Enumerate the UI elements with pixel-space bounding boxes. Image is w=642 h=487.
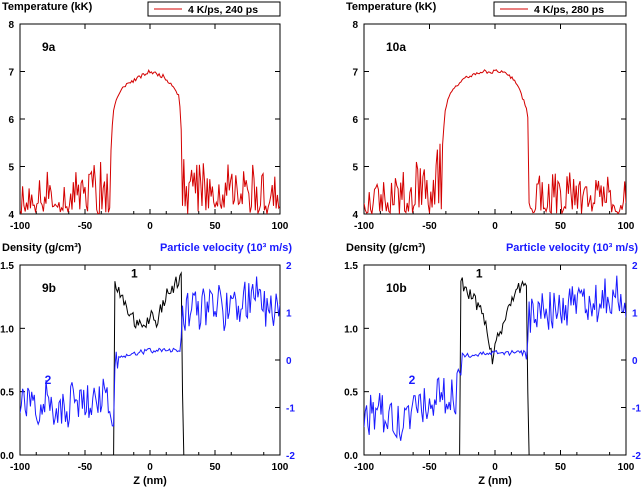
y2-tick-label: 0 [286,356,292,367]
x-tick-label: 0 [492,221,498,232]
x-tick-label: 50 [209,462,221,473]
panel-label: 9b [42,281,56,295]
chart-panel-10a: Temperature (kK) -100 -50 0 50 100 4 5 6 7 8 10a 4 K… [346,1,635,232]
legend-label: 4 K/ps, 240 ps [188,4,258,16]
y2-tick-label: 1 [632,309,638,320]
x-tick-label: 50 [555,462,567,473]
plot-frame [19,23,281,215]
y-tick-label: 1.0 [0,324,14,335]
y-axis-label: Density (g/cm³) [346,242,426,254]
panel-label: 9a [42,40,56,54]
x-axis-label: Z (nm) [133,475,167,487]
legend-box [147,1,281,17]
y2-tick-label: 1 [286,309,292,320]
y-tick-label: 7 [352,68,358,79]
y-tick-label: 0.5 [0,388,14,399]
y-tick-label: 5 [352,163,358,174]
y-axis-label: Temperature (kK) [346,1,437,13]
y-tick-label: 8 [8,20,14,31]
legend-box [493,1,627,17]
x-tick-label: 50 [209,221,221,232]
x-tick-label: 0 [492,462,498,473]
y2-axis-label: Particle velocity (10³ m/s) [160,242,292,254]
y2-tick-label: -1 [632,404,641,415]
y-tick-label: 0.5 [344,388,358,399]
x-axis-label: Z (nm) [478,475,512,487]
series-label-2: 2 [409,373,416,387]
y2-axis-label: Particle velocity (10³ m/s) [506,242,638,254]
y-tick-label: 7 [8,68,14,79]
series-label-1: 1 [131,267,138,281]
y-tick-label: 8 [352,20,358,31]
y-tick-label: 1.5 [344,261,358,272]
x-tick-label: 100 [618,221,635,232]
x-tick-label: 0 [147,462,153,473]
series-line-2 [20,276,280,428]
y-tick-label: 4 [8,210,14,221]
series-label-2: 2 [45,373,52,387]
x-tick-label: -100 [354,221,374,232]
chart-panel-9b: Density (g/cm³) Particle velocity (10³ m/… [0,242,295,487]
y2-tick-label: 2 [632,261,638,272]
x-tick-label: -50 [422,462,437,473]
chart-panel-9a: Temperature (kK) -100 -50 0 50 100 4 5 6 7 8 9a 4 K/… [2,1,289,232]
x-tick-label: -50 [78,221,93,232]
series-line-4 K/ps, 280 ps [364,69,626,214]
series-line-1 [20,271,280,455]
chart-panel-10b: Density (g/cm³) Particle velocity (10³ m/… [344,242,641,487]
y-tick-label: 6 [8,115,14,126]
legend-label: 4 K/ps, 280 ps [534,4,604,16]
x-tick-label: 50 [555,221,567,232]
y2-tick-label: -2 [286,451,295,462]
x-tick-label: -50 [78,462,93,473]
x-tick-label: 100 [272,462,289,473]
y-axis-label: Density (g/cm³) [2,242,82,254]
y-tick-label: 0.0 [0,451,14,462]
series-line-4 K/ps, 240 ps [20,69,280,214]
x-tick-label: 0 [147,221,153,232]
x-tick-label: -100 [354,462,374,473]
y2-tick-label: -2 [632,451,641,462]
y-axis-label: Temperature (kK) [2,1,93,13]
y-tick-label: 0.0 [344,451,358,462]
y-tick-label: 1.0 [344,324,358,335]
y-tick-label: 5 [8,163,14,174]
series-line-2 [364,275,626,441]
series-line-1 [364,277,626,455]
y-tick-label: 1.5 [0,261,14,272]
series-label-1: 1 [476,267,483,281]
y2-tick-label: -1 [286,404,295,415]
x-tick-label: 100 [272,221,289,232]
x-tick-label: 100 [618,462,635,473]
y2-tick-label: 2 [286,261,292,272]
y-tick-label: 4 [352,210,358,221]
panel-label: 10b [386,281,407,295]
y-tick-label: 6 [352,115,358,126]
x-tick-label: -100 [10,462,30,473]
y2-tick-label: 0 [632,356,638,367]
x-tick-label: -100 [10,221,30,232]
plot-frame [19,264,281,456]
x-tick-label: -50 [422,221,437,232]
panel-label: 10a [386,40,406,54]
